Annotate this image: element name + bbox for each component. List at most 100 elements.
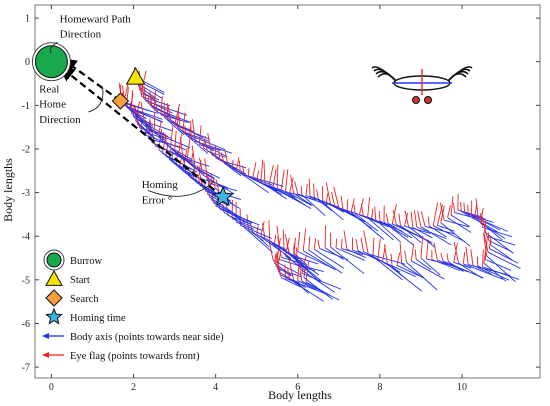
eye-flag-vector: [263, 161, 266, 184]
body-axis-vector: [424, 225, 455, 235]
body-axis-vector: [248, 229, 264, 242]
eye-flag-vector: [398, 213, 401, 226]
body-axis-vector: [145, 134, 186, 151]
eye-flag-vector: [276, 260, 282, 278]
eye-flag-vector: [176, 107, 180, 128]
body-axis-vector: [330, 246, 365, 275]
body-axis-vector: [354, 213, 379, 232]
annotation-text: Home: [39, 99, 66, 111]
eye-flag-vector: [460, 202, 462, 212]
eye-flag-vector: [256, 170, 260, 181]
body-axis-vector: [319, 248, 349, 261]
body-axis-vector: [303, 277, 333, 300]
eye-flag-vector: [378, 210, 381, 221]
eye-flag-vector: [474, 203, 478, 218]
eye-flag-vector: [276, 254, 281, 270]
body-axis-vector: [170, 147, 193, 160]
eye-flag-vector: [243, 217, 245, 228]
eye-flag-vector: [303, 268, 306, 278]
body-axis-vector: [186, 160, 205, 177]
eye-flag-vector: [276, 164, 279, 189]
x-tick-label: 10: [457, 382, 467, 393]
body-axis-vector: [411, 260, 445, 280]
body-axis-vector: [350, 211, 385, 240]
eye-flag-vector: [202, 136, 206, 148]
eye-flag-vector: [313, 183, 315, 197]
eye-flag-vector: [182, 112, 186, 132]
body-axis-vector: [260, 181, 287, 200]
eye-flag-vector: [272, 168, 277, 187]
body-axis-vector: [211, 199, 242, 221]
body-axis-vector: [338, 207, 375, 220]
eye-flag-vector: [274, 253, 277, 264]
body-axis-vector: [363, 251, 390, 266]
body-axis-vector: [387, 222, 413, 239]
eye-flag-vector: [252, 162, 257, 179]
eye-flag-vector: [355, 238, 359, 251]
eye-flag-vector: [353, 204, 356, 214]
body-axis-vector: [313, 248, 344, 269]
body-axis-vector: [256, 233, 292, 259]
eye-flag-vector: [346, 199, 349, 211]
body-axis-vector: [487, 251, 521, 269]
eye-flag-vector: [371, 208, 374, 219]
eye-flag-vector: [313, 238, 317, 250]
body-axis-vector: [145, 100, 188, 116]
legend-arrowhead: [42, 352, 49, 358]
body-axis-vector: [437, 224, 455, 232]
eye-flag-vector: [410, 243, 415, 261]
heading-vectors: [118, 67, 521, 302]
y-tick-label: -1: [22, 101, 30, 112]
eye-flag-vector: [488, 240, 491, 249]
body-axis-vector: [341, 248, 363, 256]
y-tick-label: -3: [22, 188, 30, 199]
body-axis-vector: [131, 113, 154, 134]
body-axis-vector: [211, 154, 247, 175]
body-axis-vector: [482, 227, 513, 238]
legend-label: Homing time: [70, 313, 126, 324]
body-axis-vector: [174, 124, 210, 140]
body-axis-vector: [260, 235, 287, 251]
eye-flag-vector: [147, 92, 150, 104]
eye-flag-vector: [440, 252, 444, 262]
eye-flag-vector: [396, 252, 401, 266]
eye-flag-vector: [268, 165, 274, 186]
body-axis-vector: [293, 252, 308, 266]
body-axis-vector: [177, 126, 209, 154]
eye-flag-vector: [482, 249, 484, 267]
body-axis-vector: [368, 253, 406, 265]
eye-flag-vector: [238, 160, 241, 173]
burrow-marker: [34, 45, 68, 79]
eye-flag-vector: [404, 250, 408, 263]
body-axis-vector: [139, 119, 173, 132]
eye-flag-vector: [143, 85, 147, 102]
body-axis-vector: [454, 212, 479, 220]
legend: Burrow Start Search Homing time Body axis (p…: [42, 249, 224, 362]
eye-flag-vector: [268, 220, 271, 242]
eye-flag-vector: [178, 134, 182, 155]
body-axis-vector: [318, 198, 344, 221]
eye-flag-vector: [199, 158, 204, 176]
eye-flag-vector: [417, 211, 422, 227]
body-axis-vector: [396, 264, 420, 277]
eye-flag-vector: [297, 231, 301, 252]
crab-icon: [371, 66, 473, 104]
eye-flag-vector: [191, 145, 196, 168]
eye-flag-vector: [483, 232, 489, 253]
body-axis-vector: [285, 190, 312, 206]
body-axis-vector: [375, 219, 402, 243]
annotation-text: Direction: [39, 114, 81, 126]
eye-flag-vector: [231, 159, 234, 168]
eye-flag-vector: [297, 263, 300, 281]
eye-flag-vector: [280, 169, 285, 190]
eye-flag-vector: [224, 151, 229, 166]
eye-flag-vector: [184, 125, 186, 134]
body-axis-vector: [428, 225, 447, 238]
eye-flag-vector: [433, 242, 438, 261]
legend-marker-triangle: [45, 269, 63, 286]
eye-flag-vector: [204, 158, 208, 180]
eye-flag-vector: [453, 202, 455, 213]
annotation-text: Homeward Path: [60, 13, 132, 25]
eye-flag-vector: [308, 178, 311, 197]
eye-flag-vector: [241, 165, 245, 175]
